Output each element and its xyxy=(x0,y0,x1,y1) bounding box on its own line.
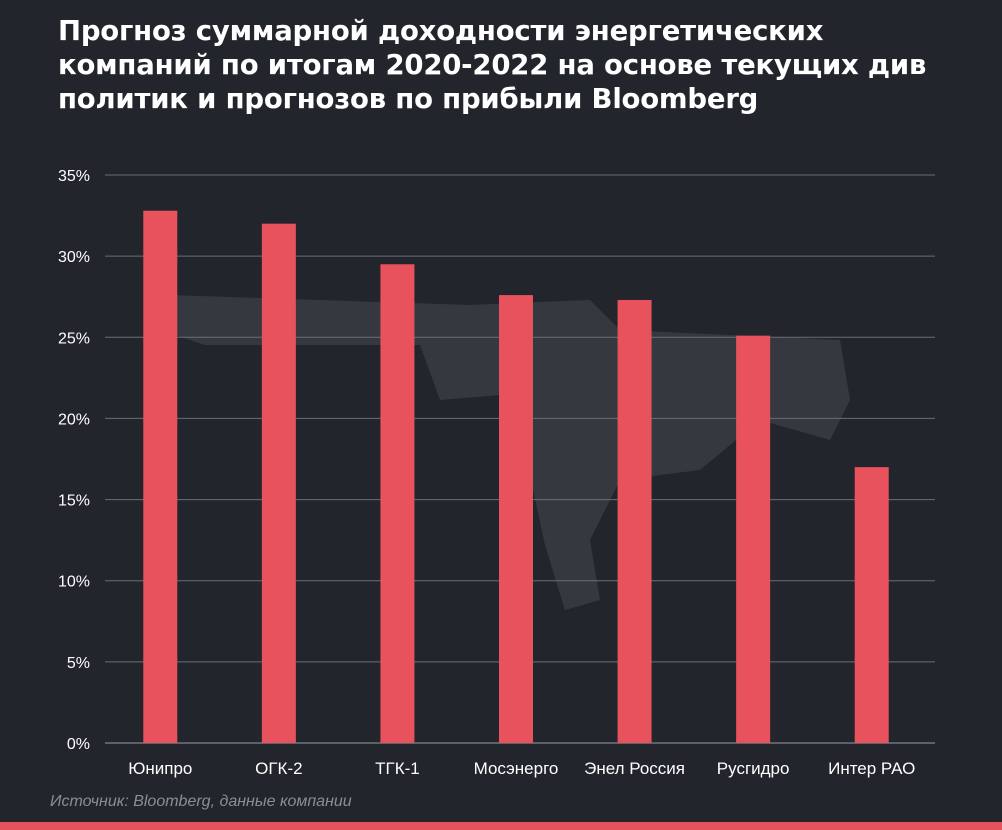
y-tick-label: 5% xyxy=(67,655,90,672)
bottom-accent-bar xyxy=(0,822,1002,830)
y-tick-label: 20% xyxy=(58,411,90,428)
x-category-label: ОГК-2 xyxy=(255,759,302,778)
bar xyxy=(499,295,533,743)
y-tick-label: 0% xyxy=(67,736,90,753)
y-tick-label: 10% xyxy=(58,574,90,591)
x-category-label: Мосэнерго xyxy=(474,759,559,778)
bar xyxy=(380,264,415,743)
y-tick-label: 35% xyxy=(58,168,90,185)
y-axis-ticks: 0% 5% 10% 15% 20% 25% 30% 35% xyxy=(58,168,90,753)
bars xyxy=(143,210,889,743)
source-note: Источник: Bloomberg, данные компании xyxy=(50,793,352,810)
bar xyxy=(143,210,178,743)
bar xyxy=(617,299,652,743)
background-watermark xyxy=(170,295,850,610)
x-category-label: Русгидро xyxy=(717,759,790,778)
y-tick-label: 30% xyxy=(58,249,90,266)
y-tick-label: 25% xyxy=(58,330,90,347)
bar xyxy=(261,223,296,743)
bar xyxy=(854,467,889,743)
y-tick-label: 15% xyxy=(58,493,90,510)
x-category-label: ТГК-1 xyxy=(375,759,420,778)
x-category-label: Энел Россия xyxy=(584,759,685,778)
chart-title: Прогноз суммарной доходности энергетичес… xyxy=(58,15,927,115)
x-category-label: Интер РАО xyxy=(828,759,915,778)
x-category-label: Юнипро xyxy=(128,759,192,778)
bar xyxy=(736,335,771,743)
x-axis-labels: Юнипро ОГК-2 ТГК-1 Мосэнерго Энел Россия Русг… xyxy=(128,759,915,778)
